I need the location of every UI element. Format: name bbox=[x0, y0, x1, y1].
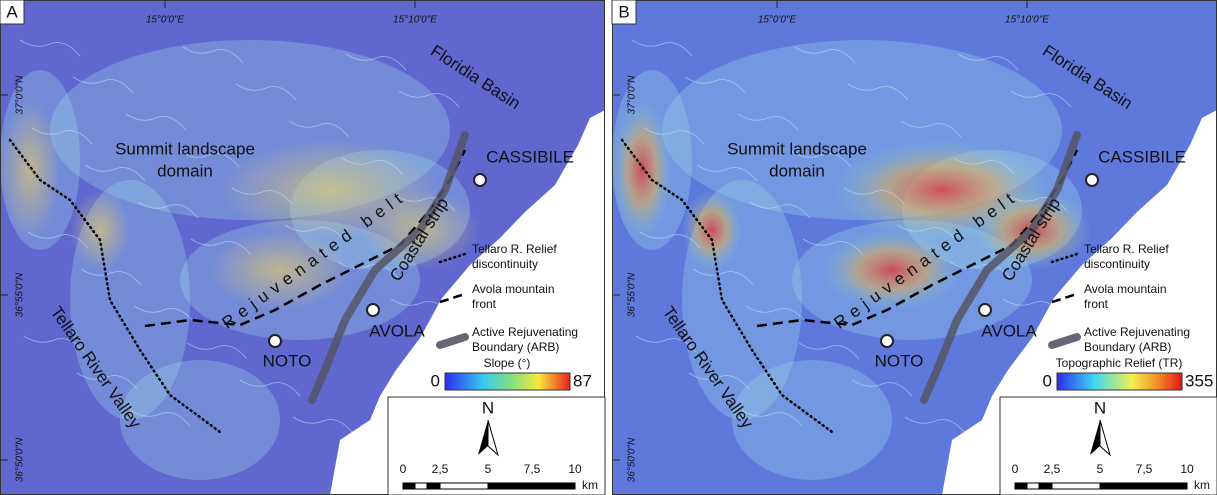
latitude-label: 37°0'0"N bbox=[15, 75, 26, 115]
town-label: NOTO bbox=[263, 351, 312, 370]
legend-text: Tellaro R. Relief bbox=[1084, 242, 1169, 256]
map-panel: A 15°0'0"E 15°10'0"E 37°0'0"N 36°55'0"N 36°50… bbox=[0, 0, 605, 495]
legend-text: Avola mountain bbox=[1084, 282, 1167, 296]
latitude-label: 36°50'0"N bbox=[627, 437, 638, 482]
scale-label: 5 bbox=[1097, 462, 1104, 476]
scale-bar bbox=[440, 483, 488, 489]
town-label: CASSIBILE bbox=[486, 147, 574, 166]
scale-label: 10 bbox=[568, 462, 582, 476]
longitude-label: 15°10'0"E bbox=[393, 15, 437, 26]
colorbar bbox=[445, 373, 570, 390]
colorbar bbox=[1057, 373, 1182, 390]
colorbar-title: Topographic Relief (TR) bbox=[1056, 356, 1183, 370]
scale-label: 0 bbox=[1012, 462, 1019, 476]
town bbox=[979, 304, 991, 316]
scale-label: 5 bbox=[485, 462, 492, 476]
latitude-label: 36°55'0"N bbox=[627, 272, 638, 317]
town bbox=[367, 304, 379, 316]
latitude-label: 36°50'0"N bbox=[15, 437, 26, 482]
scale-label: 2,5 bbox=[432, 462, 449, 476]
scale-bar bbox=[1039, 483, 1052, 489]
terrain-hot bbox=[612, 100, 672, 240]
scale-label: 10 bbox=[1180, 462, 1194, 476]
panel-letter: B bbox=[618, 2, 629, 21]
scale-unit: km bbox=[582, 478, 598, 492]
legend-text: Boundary (ARB) bbox=[472, 340, 559, 354]
scale-bar bbox=[1052, 483, 1100, 489]
scale-bar bbox=[1027, 483, 1039, 489]
scale-bar bbox=[1015, 483, 1027, 489]
town bbox=[474, 174, 486, 186]
terrain-hot bbox=[682, 190, 742, 270]
town bbox=[269, 335, 281, 347]
north-label: N bbox=[482, 398, 494, 417]
scale-bar bbox=[1100, 483, 1187, 489]
town-label: CASSIBILE bbox=[1098, 147, 1186, 166]
scale-box bbox=[1000, 397, 1217, 495]
legend-text: Active Rejuvenating bbox=[1084, 325, 1190, 339]
colorbar-min: 0 bbox=[431, 371, 440, 390]
town-label: NOTO bbox=[875, 351, 924, 370]
scale-bar bbox=[488, 483, 575, 489]
scale-label: 0 bbox=[400, 462, 407, 476]
legend-text: Tellaro R. Relief bbox=[472, 242, 557, 256]
domain-label: domain bbox=[157, 161, 213, 180]
longitude-label: 15°0'0"E bbox=[758, 15, 797, 26]
town bbox=[881, 335, 893, 347]
terrain-hot bbox=[0, 100, 60, 240]
colorbar-max: 87 bbox=[573, 371, 592, 390]
scale-label: 7,5 bbox=[524, 462, 541, 476]
scale-label: 7,5 bbox=[1136, 462, 1153, 476]
legend-text: Active Rejuvenating bbox=[472, 325, 578, 339]
scale-box bbox=[388, 397, 605, 495]
colorbar-max: 355 bbox=[1185, 371, 1213, 390]
scale-bar bbox=[415, 483, 427, 489]
map-panel: B 15°0'0"E 15°10'0"E 37°0'0"N 36°55'0"N 36°50… bbox=[612, 0, 1217, 495]
scale-bar bbox=[403, 483, 415, 489]
scale-unit: km bbox=[1194, 478, 1210, 492]
legend-text: discontinuity bbox=[1084, 257, 1150, 271]
legend-text: front bbox=[1084, 297, 1109, 311]
terrain-hot bbox=[70, 190, 130, 270]
north-label: N bbox=[1094, 398, 1106, 417]
domain-label: domain bbox=[769, 161, 825, 180]
scale-label: 2,5 bbox=[1044, 462, 1061, 476]
colorbar-min: 0 bbox=[1043, 371, 1052, 390]
town bbox=[1086, 174, 1098, 186]
panel-letter: A bbox=[6, 2, 18, 21]
domain-label: Summit landscape bbox=[727, 139, 867, 158]
longitude-label: 15°10'0"E bbox=[1005, 15, 1049, 26]
figure: A 15°0'0"E 15°10'0"E 37°0'0"N 36°55'0"N 36°50… bbox=[0, 0, 1217, 495]
domain-label: Summit landscape bbox=[115, 139, 255, 158]
town-label: AVOLA bbox=[369, 321, 425, 340]
longitude-label: 15°0'0"E bbox=[146, 15, 185, 26]
legend-text: discontinuity bbox=[472, 257, 538, 271]
town-label: AVOLA bbox=[981, 321, 1037, 340]
latitude-label: 37°0'0"N bbox=[627, 75, 638, 115]
scale-bar bbox=[427, 483, 440, 489]
legend-text: Boundary (ARB) bbox=[1084, 340, 1171, 354]
legend-text: front bbox=[472, 297, 497, 311]
latitude-label: 36°55'0"N bbox=[15, 272, 26, 317]
colorbar-title: Slope (°) bbox=[484, 356, 531, 370]
legend-text: Avola mountain bbox=[472, 282, 555, 296]
